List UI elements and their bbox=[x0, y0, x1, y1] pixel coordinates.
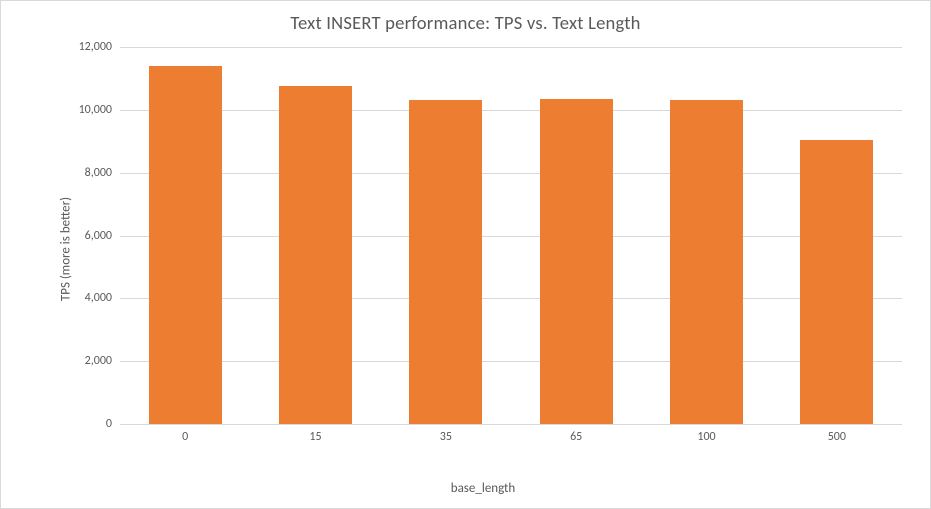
x-tick-label: 15 bbox=[309, 424, 321, 444]
x-tick-label: 100 bbox=[697, 424, 715, 444]
y-tick-label: 6,000 bbox=[85, 229, 120, 243]
plot-area: 02,0004,0006,0008,00010,00012,000 015356… bbox=[120, 47, 902, 424]
chart-container: Text INSERT performance: TPS vs. Text Le… bbox=[0, 0, 931, 509]
y-tick-label: 8,000 bbox=[85, 166, 120, 180]
y-tick-label: 0 bbox=[106, 417, 120, 431]
chart-title: Text INSERT performance: TPS vs. Text Le… bbox=[1, 11, 930, 34]
y-axis-label: TPS (more is better) bbox=[59, 196, 74, 300]
y-tick-label: 4,000 bbox=[85, 291, 120, 305]
y-tick-label: 10,000 bbox=[79, 103, 120, 117]
x-tick-label: 65 bbox=[570, 424, 582, 444]
x-tick-labels: 0153565100500 bbox=[120, 47, 902, 424]
x-axis-label: base_length bbox=[56, 481, 910, 496]
gridline bbox=[120, 424, 902, 425]
x-tick-label: 500 bbox=[828, 424, 846, 444]
x-tick-label: 35 bbox=[440, 424, 452, 444]
x-tick-label: 0 bbox=[182, 424, 188, 444]
plot-wrap: TPS (more is better) 02,0004,0006,0008,0… bbox=[56, 45, 910, 452]
y-tick-label: 2,000 bbox=[85, 354, 120, 368]
y-tick-label: 12,000 bbox=[79, 40, 120, 54]
